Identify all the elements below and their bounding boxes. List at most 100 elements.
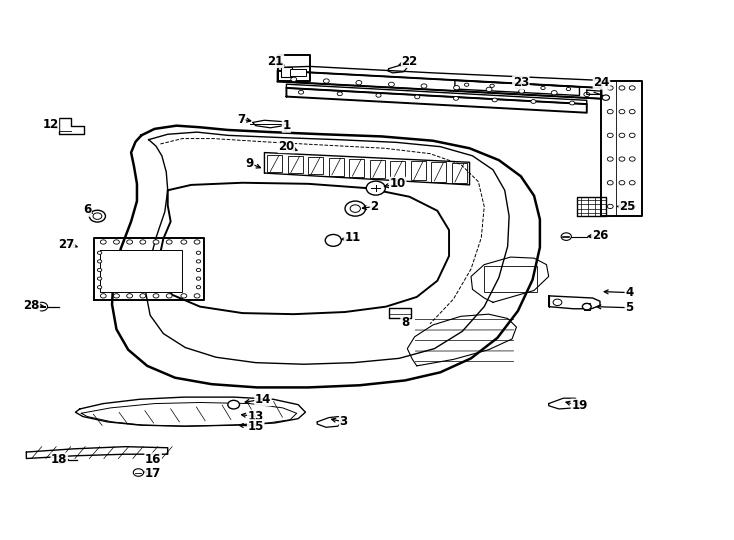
- Circle shape: [101, 294, 106, 298]
- Circle shape: [607, 110, 613, 114]
- Circle shape: [140, 240, 146, 244]
- Circle shape: [194, 294, 200, 298]
- Circle shape: [584, 92, 589, 97]
- Circle shape: [551, 91, 557, 95]
- Circle shape: [607, 157, 613, 161]
- Circle shape: [619, 157, 625, 161]
- Circle shape: [454, 97, 459, 100]
- Bar: [584, 303, 589, 310]
- Text: 25: 25: [619, 200, 635, 213]
- Circle shape: [101, 240, 106, 244]
- Circle shape: [337, 92, 342, 96]
- Circle shape: [490, 84, 494, 87]
- Circle shape: [629, 204, 635, 208]
- Circle shape: [194, 240, 200, 244]
- Text: 6: 6: [83, 203, 91, 216]
- Circle shape: [570, 101, 575, 105]
- Text: 3: 3: [340, 415, 348, 428]
- Circle shape: [629, 157, 635, 161]
- Circle shape: [167, 294, 172, 298]
- Circle shape: [98, 286, 102, 289]
- Circle shape: [602, 95, 609, 100]
- Circle shape: [345, 201, 366, 216]
- Circle shape: [93, 213, 102, 219]
- Text: 14: 14: [255, 393, 271, 406]
- Circle shape: [167, 240, 172, 244]
- Circle shape: [566, 87, 570, 91]
- Text: 9: 9: [246, 157, 254, 170]
- Circle shape: [541, 86, 545, 90]
- Circle shape: [98, 268, 102, 272]
- Text: 18: 18: [51, 453, 68, 466]
- Text: 2: 2: [370, 200, 379, 213]
- Circle shape: [619, 180, 625, 185]
- Bar: [280, 68, 292, 77]
- Circle shape: [153, 240, 159, 244]
- Circle shape: [127, 240, 133, 244]
- Circle shape: [607, 86, 613, 90]
- Text: 11: 11: [344, 231, 360, 244]
- Circle shape: [153, 294, 159, 298]
- Text: 5: 5: [625, 301, 633, 314]
- Circle shape: [531, 99, 536, 103]
- Circle shape: [619, 86, 625, 90]
- Circle shape: [619, 204, 625, 208]
- Bar: [290, 69, 306, 76]
- Circle shape: [607, 180, 613, 185]
- Circle shape: [376, 93, 381, 97]
- Circle shape: [98, 260, 102, 263]
- Circle shape: [519, 89, 525, 93]
- Circle shape: [515, 85, 520, 89]
- Text: 12: 12: [43, 118, 59, 131]
- Circle shape: [486, 87, 492, 92]
- Circle shape: [350, 205, 360, 212]
- Text: 24: 24: [593, 76, 610, 89]
- Text: 4: 4: [625, 286, 633, 299]
- Circle shape: [196, 286, 200, 289]
- Circle shape: [299, 90, 304, 94]
- Circle shape: [356, 80, 362, 85]
- Circle shape: [127, 294, 133, 298]
- Circle shape: [619, 133, 625, 138]
- Circle shape: [56, 456, 66, 463]
- Circle shape: [629, 133, 635, 138]
- Circle shape: [619, 110, 625, 114]
- Text: 20: 20: [278, 140, 294, 153]
- Circle shape: [366, 181, 385, 195]
- Text: 17: 17: [145, 467, 161, 480]
- Circle shape: [582, 303, 591, 310]
- Text: 27: 27: [59, 238, 75, 251]
- Circle shape: [465, 83, 469, 86]
- Circle shape: [114, 294, 120, 298]
- Circle shape: [196, 268, 200, 272]
- Text: 19: 19: [571, 399, 588, 412]
- Text: 15: 15: [247, 420, 264, 433]
- Circle shape: [90, 210, 106, 222]
- Circle shape: [421, 84, 427, 88]
- Text: 8: 8: [401, 316, 410, 329]
- Text: 22: 22: [401, 55, 418, 68]
- Circle shape: [134, 469, 144, 476]
- Circle shape: [629, 86, 635, 90]
- Circle shape: [388, 82, 394, 86]
- Circle shape: [140, 294, 146, 298]
- Text: 26: 26: [592, 229, 608, 242]
- Circle shape: [196, 260, 200, 263]
- Text: 21: 21: [267, 55, 283, 68]
- Circle shape: [181, 294, 186, 298]
- Circle shape: [98, 277, 102, 280]
- Text: 23: 23: [513, 76, 529, 89]
- Circle shape: [114, 240, 120, 244]
- Text: 13: 13: [247, 410, 264, 423]
- Circle shape: [629, 180, 635, 185]
- Circle shape: [607, 204, 613, 208]
- Circle shape: [36, 302, 48, 311]
- Circle shape: [607, 133, 613, 138]
- Bar: [101, 249, 182, 292]
- Circle shape: [454, 85, 459, 90]
- Circle shape: [415, 95, 420, 99]
- Circle shape: [196, 251, 200, 254]
- Circle shape: [492, 98, 497, 102]
- Circle shape: [291, 77, 297, 82]
- Circle shape: [553, 299, 562, 306]
